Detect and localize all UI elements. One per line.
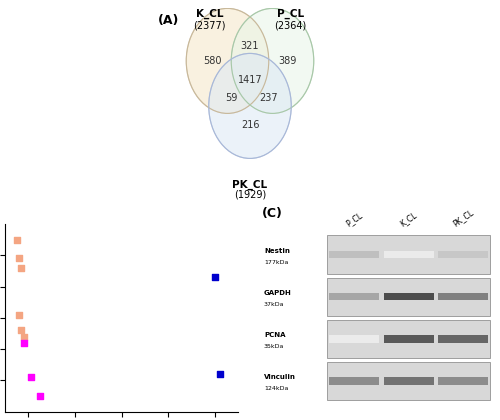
- Bar: [438, 251, 488, 258]
- Point: [15, 255, 23, 262]
- Bar: [330, 378, 379, 385]
- Bar: [327, 235, 490, 274]
- Point: [15, 311, 23, 318]
- Bar: [327, 362, 490, 400]
- Ellipse shape: [186, 8, 269, 113]
- Text: PCNA: PCNA: [264, 332, 285, 338]
- Text: K_CL: K_CL: [398, 210, 419, 228]
- Text: 59: 59: [225, 93, 237, 103]
- Text: P_CL: P_CL: [344, 210, 364, 228]
- Point: [216, 371, 224, 378]
- Text: (2364): (2364): [274, 20, 306, 30]
- Bar: [438, 378, 488, 385]
- Text: 1417: 1417: [238, 75, 262, 85]
- Text: (2377): (2377): [194, 20, 226, 30]
- Text: PK_CL: PK_CL: [232, 179, 268, 190]
- Bar: [384, 293, 434, 300]
- Text: (1929): (1929): [234, 189, 266, 199]
- Text: 580: 580: [203, 56, 222, 66]
- Bar: [384, 251, 434, 258]
- Point: [20, 339, 28, 346]
- Ellipse shape: [231, 8, 314, 113]
- Ellipse shape: [208, 53, 292, 158]
- Bar: [327, 320, 490, 358]
- Text: GAPDH: GAPDH: [264, 290, 292, 296]
- Bar: [327, 278, 490, 316]
- Point: [36, 393, 44, 399]
- Bar: [438, 293, 488, 300]
- Bar: [330, 335, 379, 343]
- Point: [211, 274, 219, 281]
- Text: P_CL: P_CL: [277, 9, 304, 19]
- Text: PK_CL: PK_CL: [451, 207, 475, 228]
- Point: [18, 327, 25, 334]
- Point: [12, 236, 20, 243]
- Text: 237: 237: [260, 93, 278, 103]
- Bar: [330, 251, 379, 258]
- Text: 321: 321: [241, 41, 260, 51]
- Point: [26, 374, 34, 381]
- Text: 124kDa: 124kDa: [264, 386, 288, 391]
- Text: 389: 389: [278, 56, 296, 66]
- Point: [18, 265, 25, 271]
- Text: 37kDa: 37kDa: [264, 302, 284, 307]
- Text: K_CL: K_CL: [196, 9, 224, 19]
- Bar: [384, 378, 434, 385]
- Text: 216: 216: [241, 120, 260, 130]
- Point: [20, 333, 28, 340]
- Bar: [330, 293, 379, 300]
- Bar: [438, 335, 488, 343]
- Text: Vinculin: Vinculin: [264, 374, 296, 381]
- Text: Nestin: Nestin: [264, 248, 290, 254]
- Bar: [384, 335, 434, 343]
- Text: 177kDa: 177kDa: [264, 260, 288, 265]
- Text: 35kDa: 35kDa: [264, 344, 284, 349]
- Text: (A): (A): [158, 14, 180, 27]
- Text: (C): (C): [262, 207, 282, 220]
